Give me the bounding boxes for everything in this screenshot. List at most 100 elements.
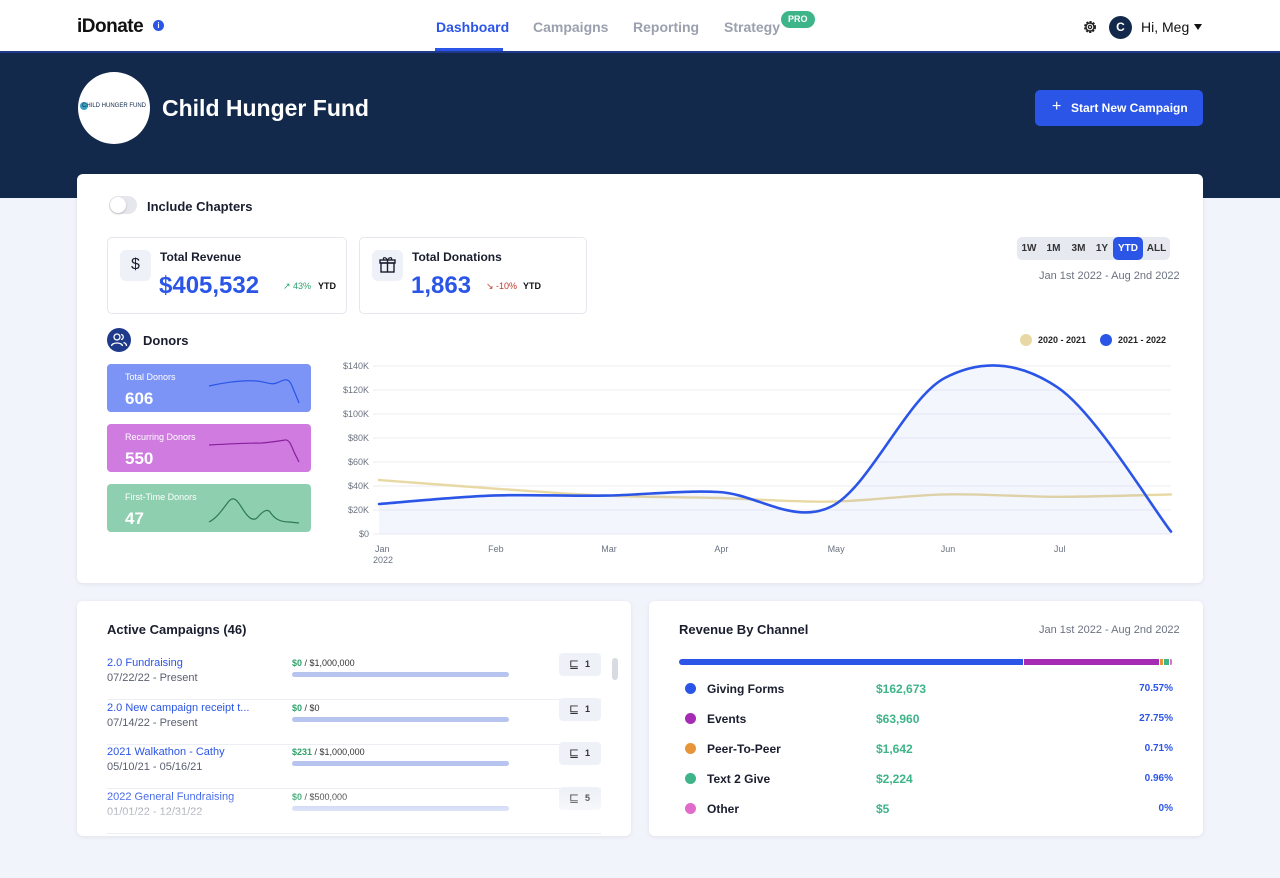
tab-strategy[interactable]: Strategy — [724, 19, 781, 35]
campaign-raised: $0 — [292, 658, 303, 668]
chapters-button[interactable]: ⊑ 5 — [559, 786, 601, 810]
active-campaigns-card: Active Campaigns (46) 2.0 Fundraising 07/… — [77, 601, 631, 836]
tab-reporting[interactable]: Reporting — [633, 19, 700, 35]
start-new-campaign-label: Start New Campaign — [1071, 101, 1188, 115]
campaign-goal: / $1,000,000 — [314, 747, 365, 757]
total-donors-tile[interactable]: Total Donors 606 — [107, 364, 311, 412]
info-icon[interactable]: i — [153, 20, 164, 31]
range-3m-button[interactable]: 3M — [1071, 243, 1086, 254]
chapters-button[interactable]: ⊑ 1 — [559, 742, 601, 765]
y-tick-label: $120K — [343, 385, 369, 395]
active-campaigns-title: Active Campaigns (46) — [107, 622, 247, 637]
campaign-progress-amount: $231 / $1,000,000 — [292, 747, 365, 757]
channel-amount: $162,673 — [876, 682, 927, 696]
channel-amount: $63,960 — [876, 712, 920, 726]
series-line-2020-2021[interactable] — [377, 478, 1173, 503]
y-tick-label: $40K — [348, 481, 369, 491]
chapters-count: 1 — [585, 748, 591, 758]
gift-icon — [372, 250, 403, 281]
idonate-logo[interactable]: iDonate — [77, 16, 144, 37]
tab-dashboard[interactable]: Dashboard — [436, 19, 510, 35]
x-tick-label: May — [828, 544, 846, 554]
y-tick-label: $140K — [343, 361, 369, 371]
campaign-name-link[interactable]: 2022 General Fundraising — [107, 790, 235, 803]
y-tick-label: $20K — [348, 505, 369, 515]
date-range-label: Jan 1st 2022 - Aug 2nd 2022 — [1039, 270, 1180, 282]
overview-card: Include Chapters $ Total Revenue $405,53… — [77, 174, 1203, 583]
caret-down-icon[interactable] — [1194, 24, 1202, 30]
campaign-dates: 07/14/22 - Present — [107, 716, 198, 729]
tab-campaigns[interactable]: Campaigns — [533, 19, 609, 35]
channel-name: Events — [707, 712, 747, 726]
channel-name: Text 2 Give — [707, 772, 771, 786]
chapters-count: 1 — [585, 659, 591, 669]
gear-icon[interactable] — [1082, 19, 1098, 35]
chapters-count: 1 — [585, 703, 591, 714]
arrow-down-right-icon: ↘ — [486, 281, 497, 291]
channel-amount: $5 — [876, 802, 890, 816]
range-ytd-button[interactable]: YTD — [1113, 237, 1143, 260]
kpi-label: Total Revenue — [160, 250, 242, 264]
revenue-by-channel-title: Revenue By Channel — [679, 622, 809, 637]
revenue-by-channel-card: Revenue By Channel Jan 1st 2022 - Aug 2n… — [649, 601, 1203, 836]
range-1y-button[interactable]: 1Y — [1095, 243, 1109, 254]
legend-label-2020-2021: 2020 - 2021 — [1038, 335, 1087, 345]
campaign-name-link[interactable]: 2021 Walkathon - Cathy — [107, 746, 225, 758]
user-greeting[interactable]: Hi, Meg — [1141, 19, 1190, 35]
tile-value: 550 — [125, 449, 154, 468]
x-tick-label: Feb — [488, 544, 504, 554]
chapters-button[interactable]: ⊑ 1 — [559, 697, 601, 721]
x-tick-label: Jul — [1054, 544, 1066, 554]
chapters-button[interactable]: ⊑ 1 — [559, 653, 601, 676]
x-tick-label: Apr — [714, 544, 728, 554]
org-name: Child Hunger Fund — [162, 95, 369, 121]
campaign-name-link[interactable]: 2.0 New campaign receipt t... — [107, 701, 250, 714]
campaign-row: 2.0 Fundraising 07/22/22 - Present $0 / $1… — [107, 653, 601, 700]
channel-color-dot — [685, 773, 696, 784]
kpi-period: YTD — [523, 281, 541, 291]
hierarchy-icon: ⊑ — [569, 746, 580, 760]
range-1w-button[interactable]: 1W — [1021, 243, 1037, 254]
campaign-dates: 07/22/22 - Present — [107, 672, 198, 684]
donations-line-chart: $0 $20K $40K $60K $80K $100K $120K $140K Jan2022… — [343, 361, 1173, 565]
campaign-row: 2022 General Fundraising 01/01/22 - 12/31… — [107, 786, 601, 834]
legend-swatch-2021-2022 — [1100, 334, 1112, 346]
avatar[interactable]: C — [1109, 16, 1132, 39]
campaign-progress-bar — [292, 672, 509, 677]
kpi-value: 1,863 — [411, 272, 472, 299]
main-nav: Dashboard Campaigns Reporting Strategy P… — [0, 0, 1280, 51]
first-time-donors-tile[interactable]: First-Time Donors 47 — [107, 484, 311, 532]
campaign-goal: / $0 — [304, 702, 320, 713]
campaign-raised: $0 — [292, 702, 303, 713]
campaign-progress-bar — [292, 716, 509, 722]
start-new-campaign-button[interactable]: + Start New Campaign — [1035, 90, 1203, 126]
total-donations-kpi: Total Donations 1,863 ↘ -10% YTD — [359, 237, 587, 314]
active-tab-indicator — [435, 48, 503, 51]
tile-label: First-Time Donors — [125, 492, 197, 502]
scrollbar-thumb[interactable] — [612, 658, 618, 680]
channel-percent: 0.96% — [1144, 773, 1173, 784]
range-all-button[interactable]: ALL — [1146, 243, 1167, 254]
first-time-donors-sparkline — [208, 498, 300, 524]
hierarchy-icon: ⊑ — [569, 701, 580, 716]
y-tick-label: $0 — [359, 529, 369, 539]
y-tick-label: $60K — [348, 457, 369, 467]
channel-row: Peer-To-Peer $1,642 0.71% — [679, 740, 1173, 758]
include-chapters-toggle[interactable] — [109, 196, 137, 214]
date-range-selector: 1W 1M 3M 1Y YTD ALL — [1017, 237, 1170, 260]
campaign-row: 2.0 New campaign receipt t... 07/14/22 - … — [107, 697, 601, 745]
campaign-progress-amount: $0 / $500,000 — [292, 792, 347, 802]
recurring-donors-tile[interactable]: Recurring Donors 550 — [107, 424, 311, 472]
series-line-2021-2022[interactable] — [377, 364, 1173, 533]
campaign-progress-amount: $0 / $0 — [292, 703, 320, 713]
org-logo: CHILD HUNGER FUND — [78, 72, 150, 144]
legend-swatch-2020-2021 — [1020, 334, 1032, 346]
channel-percent: 0% — [1158, 803, 1173, 814]
tile-label: Recurring Donors — [125, 432, 196, 442]
revenue-date-range: Jan 1st 2022 - Aug 2nd 2022 — [1039, 624, 1180, 636]
channel-name: Giving Forms — [707, 682, 785, 696]
range-1m-button[interactable]: 1M — [1046, 243, 1061, 254]
pro-badge: PRO — [781, 11, 815, 28]
campaign-name-link[interactable]: 2.0 Fundraising — [107, 657, 183, 669]
y-tick-label: $100K — [343, 409, 369, 419]
